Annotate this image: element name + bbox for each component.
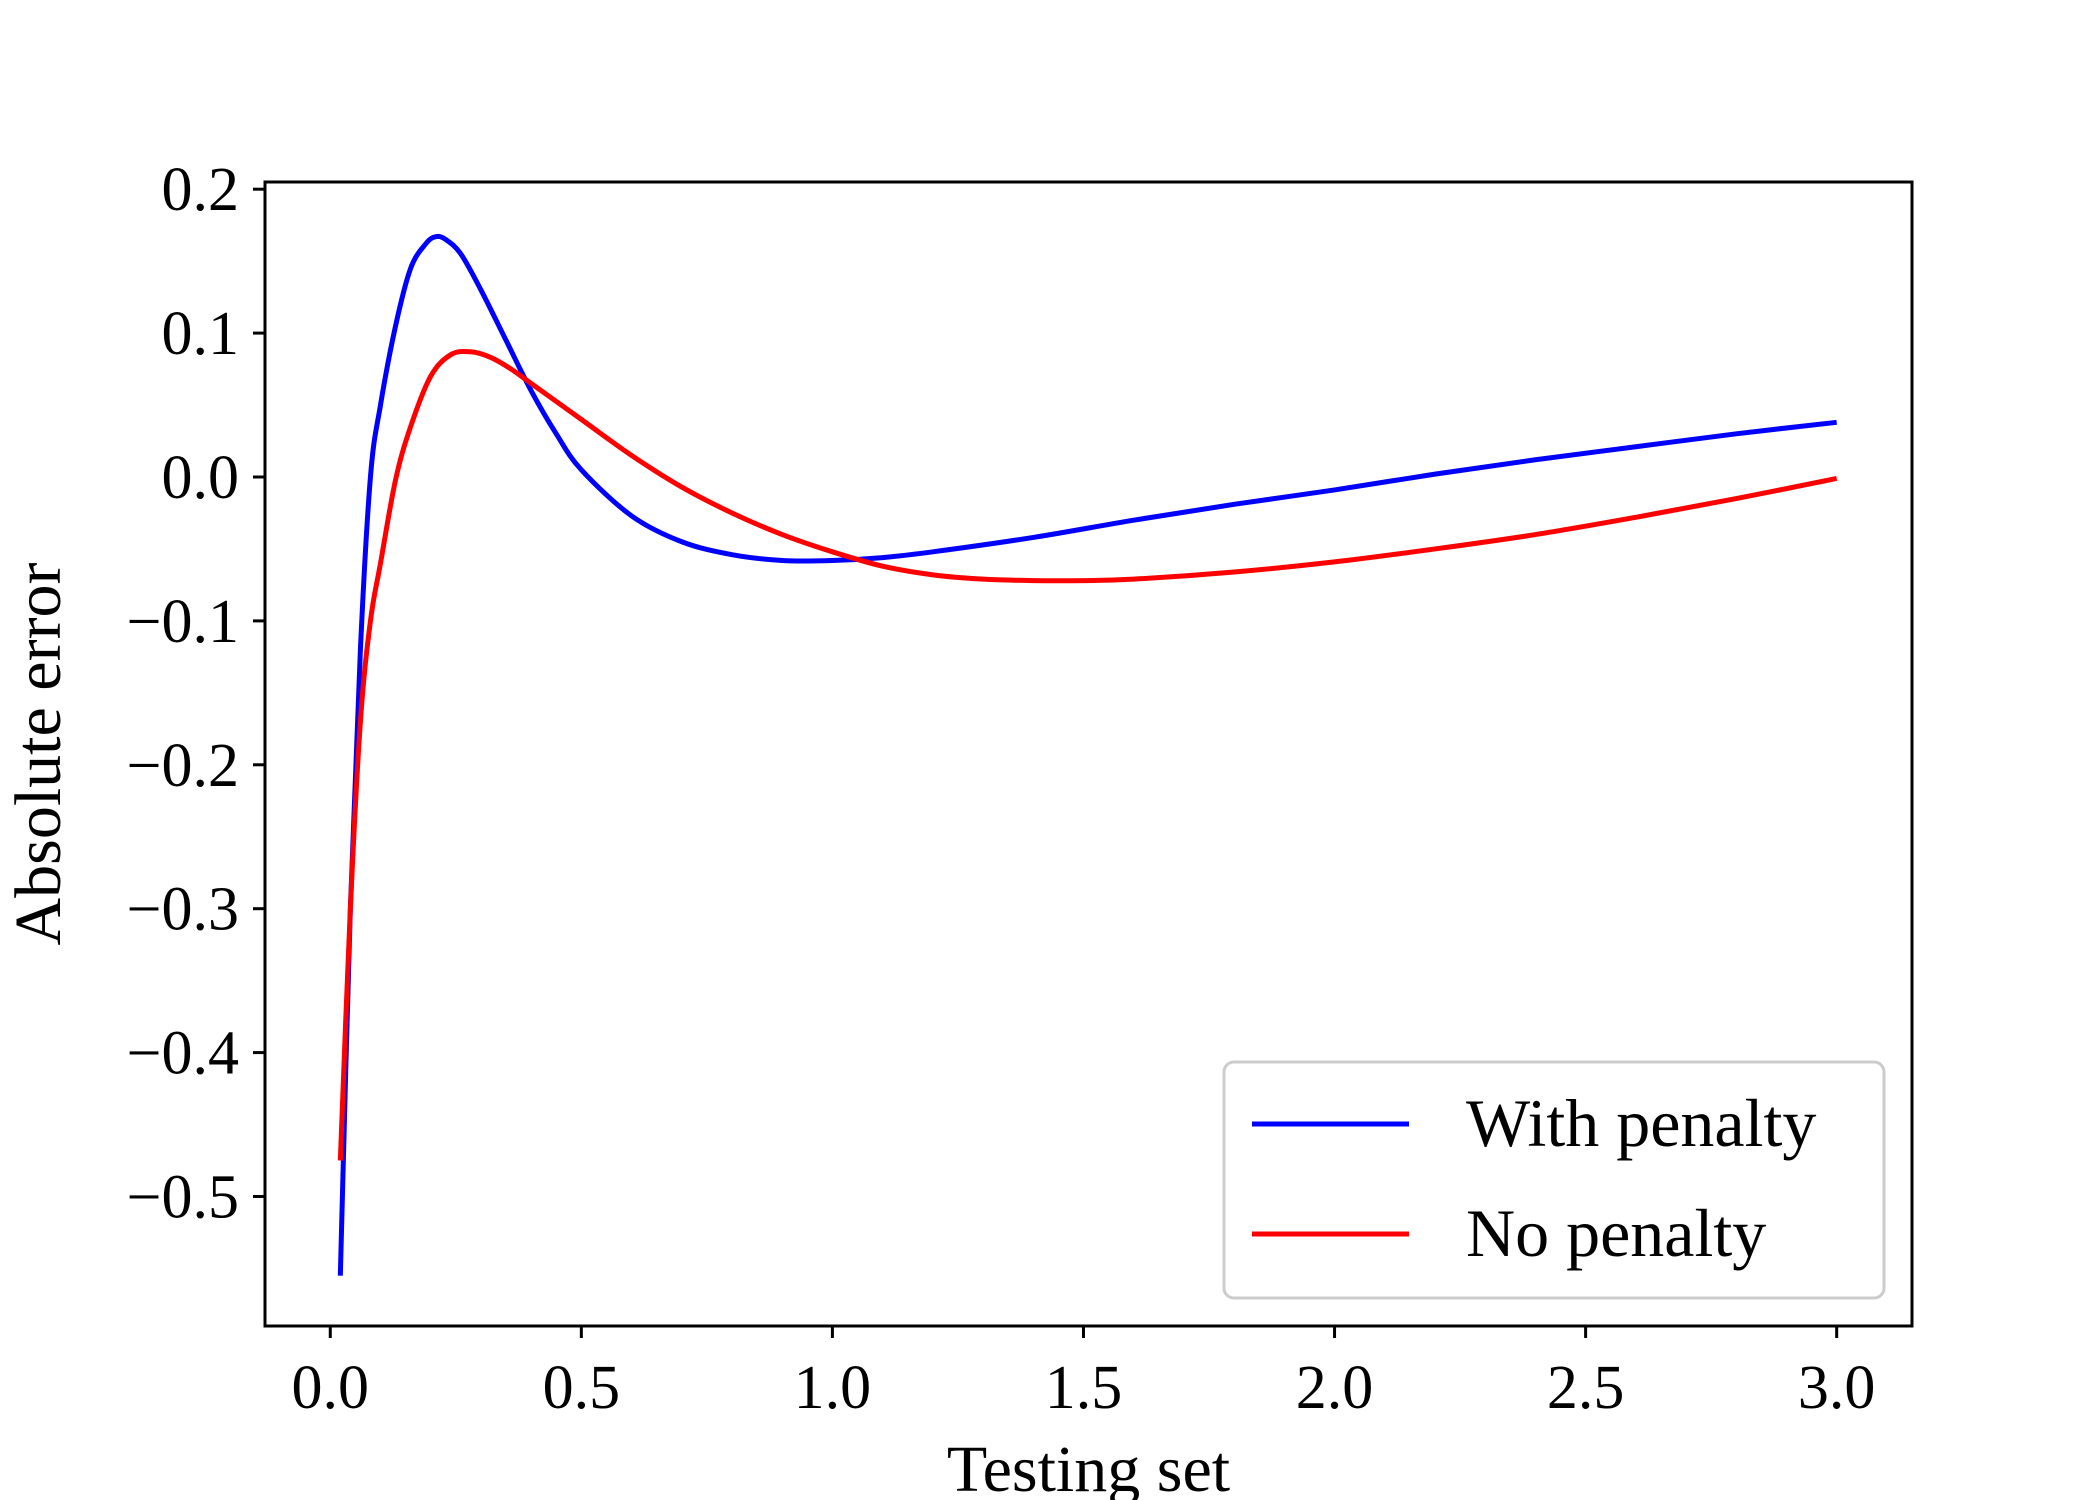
legend-box — [1222, 1060, 1886, 1300]
x-tick-label: 1.5 — [1045, 1354, 1123, 1422]
y-tick-label: −0.2 — [127, 732, 239, 800]
x-tick-label: 2.5 — [1547, 1354, 1625, 1422]
y-axis-ticks: 0.2 0.1 0.0 −0.1 −0.2 −0.3 −0.4 −0.5 — [127, 156, 265, 1231]
y-tick-label: −0.4 — [127, 1020, 239, 1088]
x-tick-label: 0.0 — [292, 1354, 370, 1422]
y-axis-label: Absolute error — [2, 562, 75, 945]
x-axis-label: Testing set — [947, 1433, 1230, 1500]
x-tick-label: 2.0 — [1296, 1354, 1374, 1422]
x-axis-ticks: 0.0 0.5 1.0 1.5 2.0 2.5 3.0 — [292, 1326, 1876, 1422]
legend-label-with-penalty: With penalty — [1466, 1085, 1816, 1161]
series-line-no-penalty — [337, 348, 1838, 1161]
y-tick-label: 0.0 — [162, 444, 240, 512]
x-tick-label: 1.0 — [794, 1354, 872, 1422]
y-tick-label: 0.1 — [162, 300, 240, 368]
y-tick-label: −0.1 — [127, 588, 239, 656]
legend-label-no-penalty: No penalty — [1466, 1195, 1766, 1271]
x-tick-label: 0.5 — [543, 1354, 621, 1422]
y-tick-label: −0.5 — [127, 1163, 239, 1231]
y-tick-label: 0.2 — [162, 156, 240, 224]
legend: With penalty No penalty — [1222, 1060, 1886, 1300]
series-line-with-penalty — [337, 233, 1837, 1276]
y-tick-label: −0.3 — [127, 876, 239, 944]
x-tick-label: 3.0 — [1798, 1354, 1876, 1422]
plot-frame — [263, 180, 1914, 1328]
series-layer — [337, 233, 1838, 1276]
